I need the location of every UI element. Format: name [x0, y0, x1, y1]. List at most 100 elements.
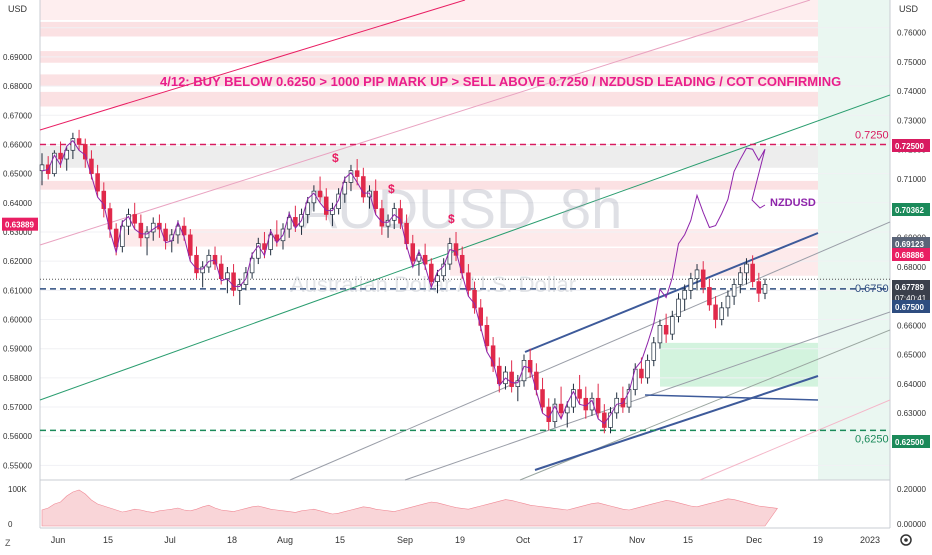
candle-body — [750, 263, 755, 282]
candle-body — [756, 281, 762, 294]
time-tick-label: 15 — [335, 535, 345, 545]
candle-body — [200, 266, 205, 274]
candle-body — [231, 272, 236, 291]
candle-body — [379, 208, 385, 227]
nzdusd-line — [41, 139, 766, 425]
candle-body — [490, 345, 496, 367]
right-currency-label: USD — [899, 4, 919, 14]
candle-body — [700, 269, 706, 288]
time-tick-label: 17 — [573, 535, 583, 545]
right-tick-label: 0.76000 — [897, 29, 926, 38]
blue-channel-top — [524, 232, 819, 353]
candle-body — [676, 298, 681, 317]
resistance-zone — [40, 91, 818, 107]
right-tick-label: 0.71000 — [897, 175, 926, 184]
candle-body — [305, 202, 310, 215]
dollar-marker: $ — [388, 182, 395, 196]
candle-body — [101, 190, 107, 209]
right-tick-label: 0.65000 — [897, 351, 926, 360]
right-tick-label: 0.68000 — [897, 263, 926, 272]
candle-body — [175, 225, 181, 236]
candle-body — [342, 182, 348, 195]
right-price-badge — [892, 203, 930, 216]
watermark-symbol: AUDUSD — [300, 177, 536, 240]
dollar-marker-layer: $ $ $ — [332, 151, 455, 226]
candle-body — [694, 269, 700, 280]
left-tick-label: 0.63000 — [3, 228, 32, 237]
dollar-marker: $ — [332, 151, 339, 165]
candle-body — [188, 234, 193, 256]
candle-body — [95, 173, 100, 192]
time-tick-label: Jun — [51, 535, 66, 545]
candle-body — [564, 406, 570, 414]
candle-body — [589, 397, 595, 411]
left-price-badge-text: 0.63889 — [5, 221, 34, 230]
candle-body — [181, 225, 187, 236]
resistance-zone — [40, 0, 818, 20]
right-tick-label: 0.74000 — [897, 87, 926, 96]
candle-body — [645, 360, 650, 379]
candle-body — [429, 263, 434, 282]
candle-body — [64, 149, 69, 160]
left-tick-label: 0.62000 — [3, 257, 32, 266]
watermark-interval: 8h — [560, 177, 622, 240]
candle-body — [744, 263, 749, 274]
candle-body — [484, 324, 490, 347]
candle-body — [144, 231, 150, 239]
green-channel-line — [39, 94, 891, 401]
supply-zone — [450, 248, 818, 276]
candle-body — [58, 152, 63, 160]
time-tick-label: Nov — [629, 535, 646, 545]
countdown-text: 07:40:41 — [895, 294, 927, 303]
right-price-badge — [892, 280, 930, 293]
candle-body — [113, 228, 119, 247]
trend-line-layer — [39, 0, 891, 481]
candle-body — [688, 278, 694, 291]
trade-annotation: 4/12: BUY BELOW 0.6250 > 1000 PIP MARK U… — [160, 74, 841, 89]
time-tick-label: Dec — [746, 535, 763, 545]
candle-body — [682, 289, 687, 300]
left-tick-label: 0.60000 — [3, 316, 32, 325]
right-price-badge-text: 0.67789 — [895, 283, 924, 292]
time-tick-label: 19 — [455, 535, 465, 545]
candle-body — [608, 412, 613, 428]
svg-text:Z: Z — [5, 538, 11, 548]
candle-body — [657, 324, 663, 344]
auto-scale-z-button[interactable]: Z — [3, 536, 15, 548]
left-tick-label: 0.68000 — [3, 82, 32, 91]
candle-body — [639, 368, 644, 379]
candle-body — [373, 190, 378, 209]
volume-area — [41, 489, 778, 527]
right-tick-label: 0.75000 — [897, 58, 926, 67]
candle-body — [626, 389, 632, 408]
candle-body — [361, 176, 366, 198]
future-zone — [818, 0, 890, 480]
right-price-badge — [892, 300, 930, 313]
candle-body — [435, 275, 440, 282]
candle-body — [472, 289, 477, 309]
right-price-badge-text: 0.72500 — [895, 142, 924, 151]
volume-tick: 0 — [8, 520, 13, 529]
left-tick-label: 0.61000 — [3, 286, 32, 295]
candle-body — [39, 164, 45, 172]
left-tick-label: 0.69000 — [3, 53, 32, 62]
candle-body — [398, 208, 403, 224]
gear-icon[interactable] — [900, 534, 912, 546]
candle-body — [82, 144, 88, 160]
level-label: 0.6750 — [855, 283, 889, 295]
candle-body — [330, 208, 335, 215]
right-tick-label: 0.64000 — [897, 380, 926, 389]
candle-body — [89, 158, 94, 174]
candle-body — [52, 152, 57, 174]
resistance-zone — [40, 180, 818, 190]
candle-body — [274, 234, 280, 242]
candle-body — [466, 272, 471, 291]
nzdusd-compare-layer — [41, 139, 766, 425]
left-tick-label: 0.59000 — [3, 345, 32, 354]
right-tick-label: 0.73000 — [897, 116, 926, 125]
right-price-badge — [892, 435, 930, 448]
candle-body — [225, 272, 230, 280]
candle-body — [614, 397, 619, 414]
